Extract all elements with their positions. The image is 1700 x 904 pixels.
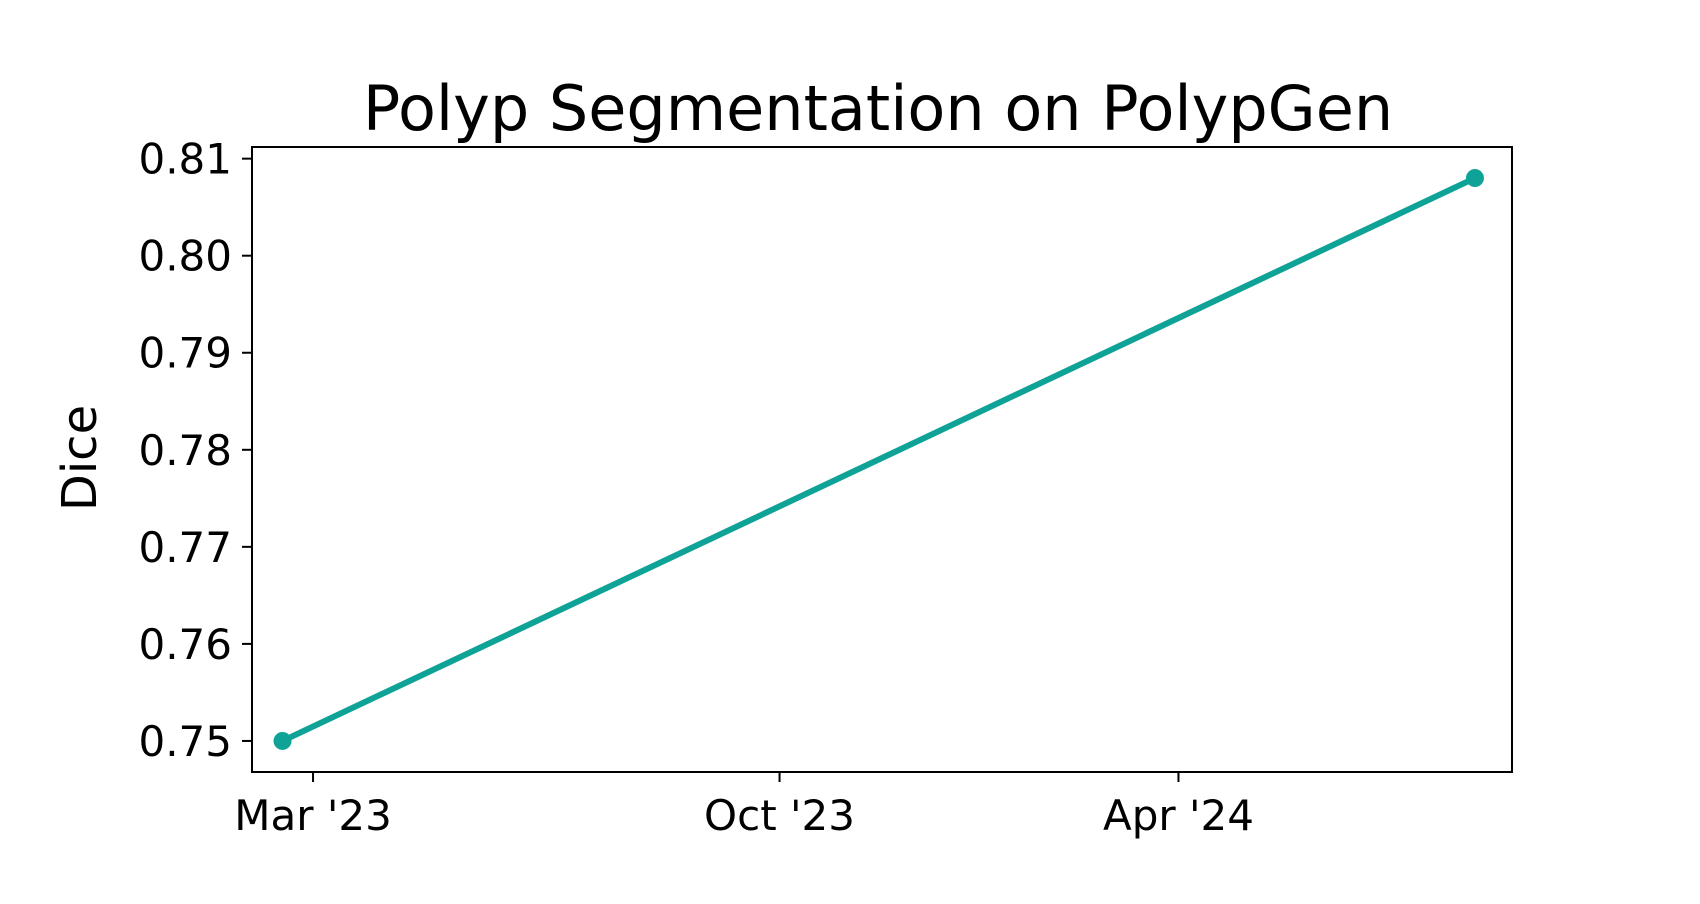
data-point [273, 731, 292, 750]
x-tick-label: Oct '23 [704, 791, 855, 840]
y-tick-label: 0.81 [138, 135, 232, 184]
data-point [1465, 169, 1484, 188]
y-tick-label: 0.75 [138, 717, 232, 766]
plot-area: 0.75 0.76 0.77 0.78 0.79 0.80 0.81 Mar '23 Oct '… [138, 135, 1513, 840]
y-tick-label: 0.78 [138, 426, 232, 475]
series-line [279, 175, 1478, 744]
y-tick-label: 0.80 [138, 232, 232, 281]
y-axis-label: Dice [52, 405, 108, 511]
y-tick-label: 0.79 [138, 329, 232, 378]
y-tick-label: 0.76 [138, 620, 232, 669]
chart-title: Polyp Segmentation on PolypGen [363, 72, 1393, 145]
x-tick-label: Apr '24 [1103, 791, 1254, 840]
plot-frame [251, 146, 1513, 773]
y-tick-label: 0.77 [138, 523, 232, 572]
x-tick-label: Mar '23 [234, 791, 392, 840]
